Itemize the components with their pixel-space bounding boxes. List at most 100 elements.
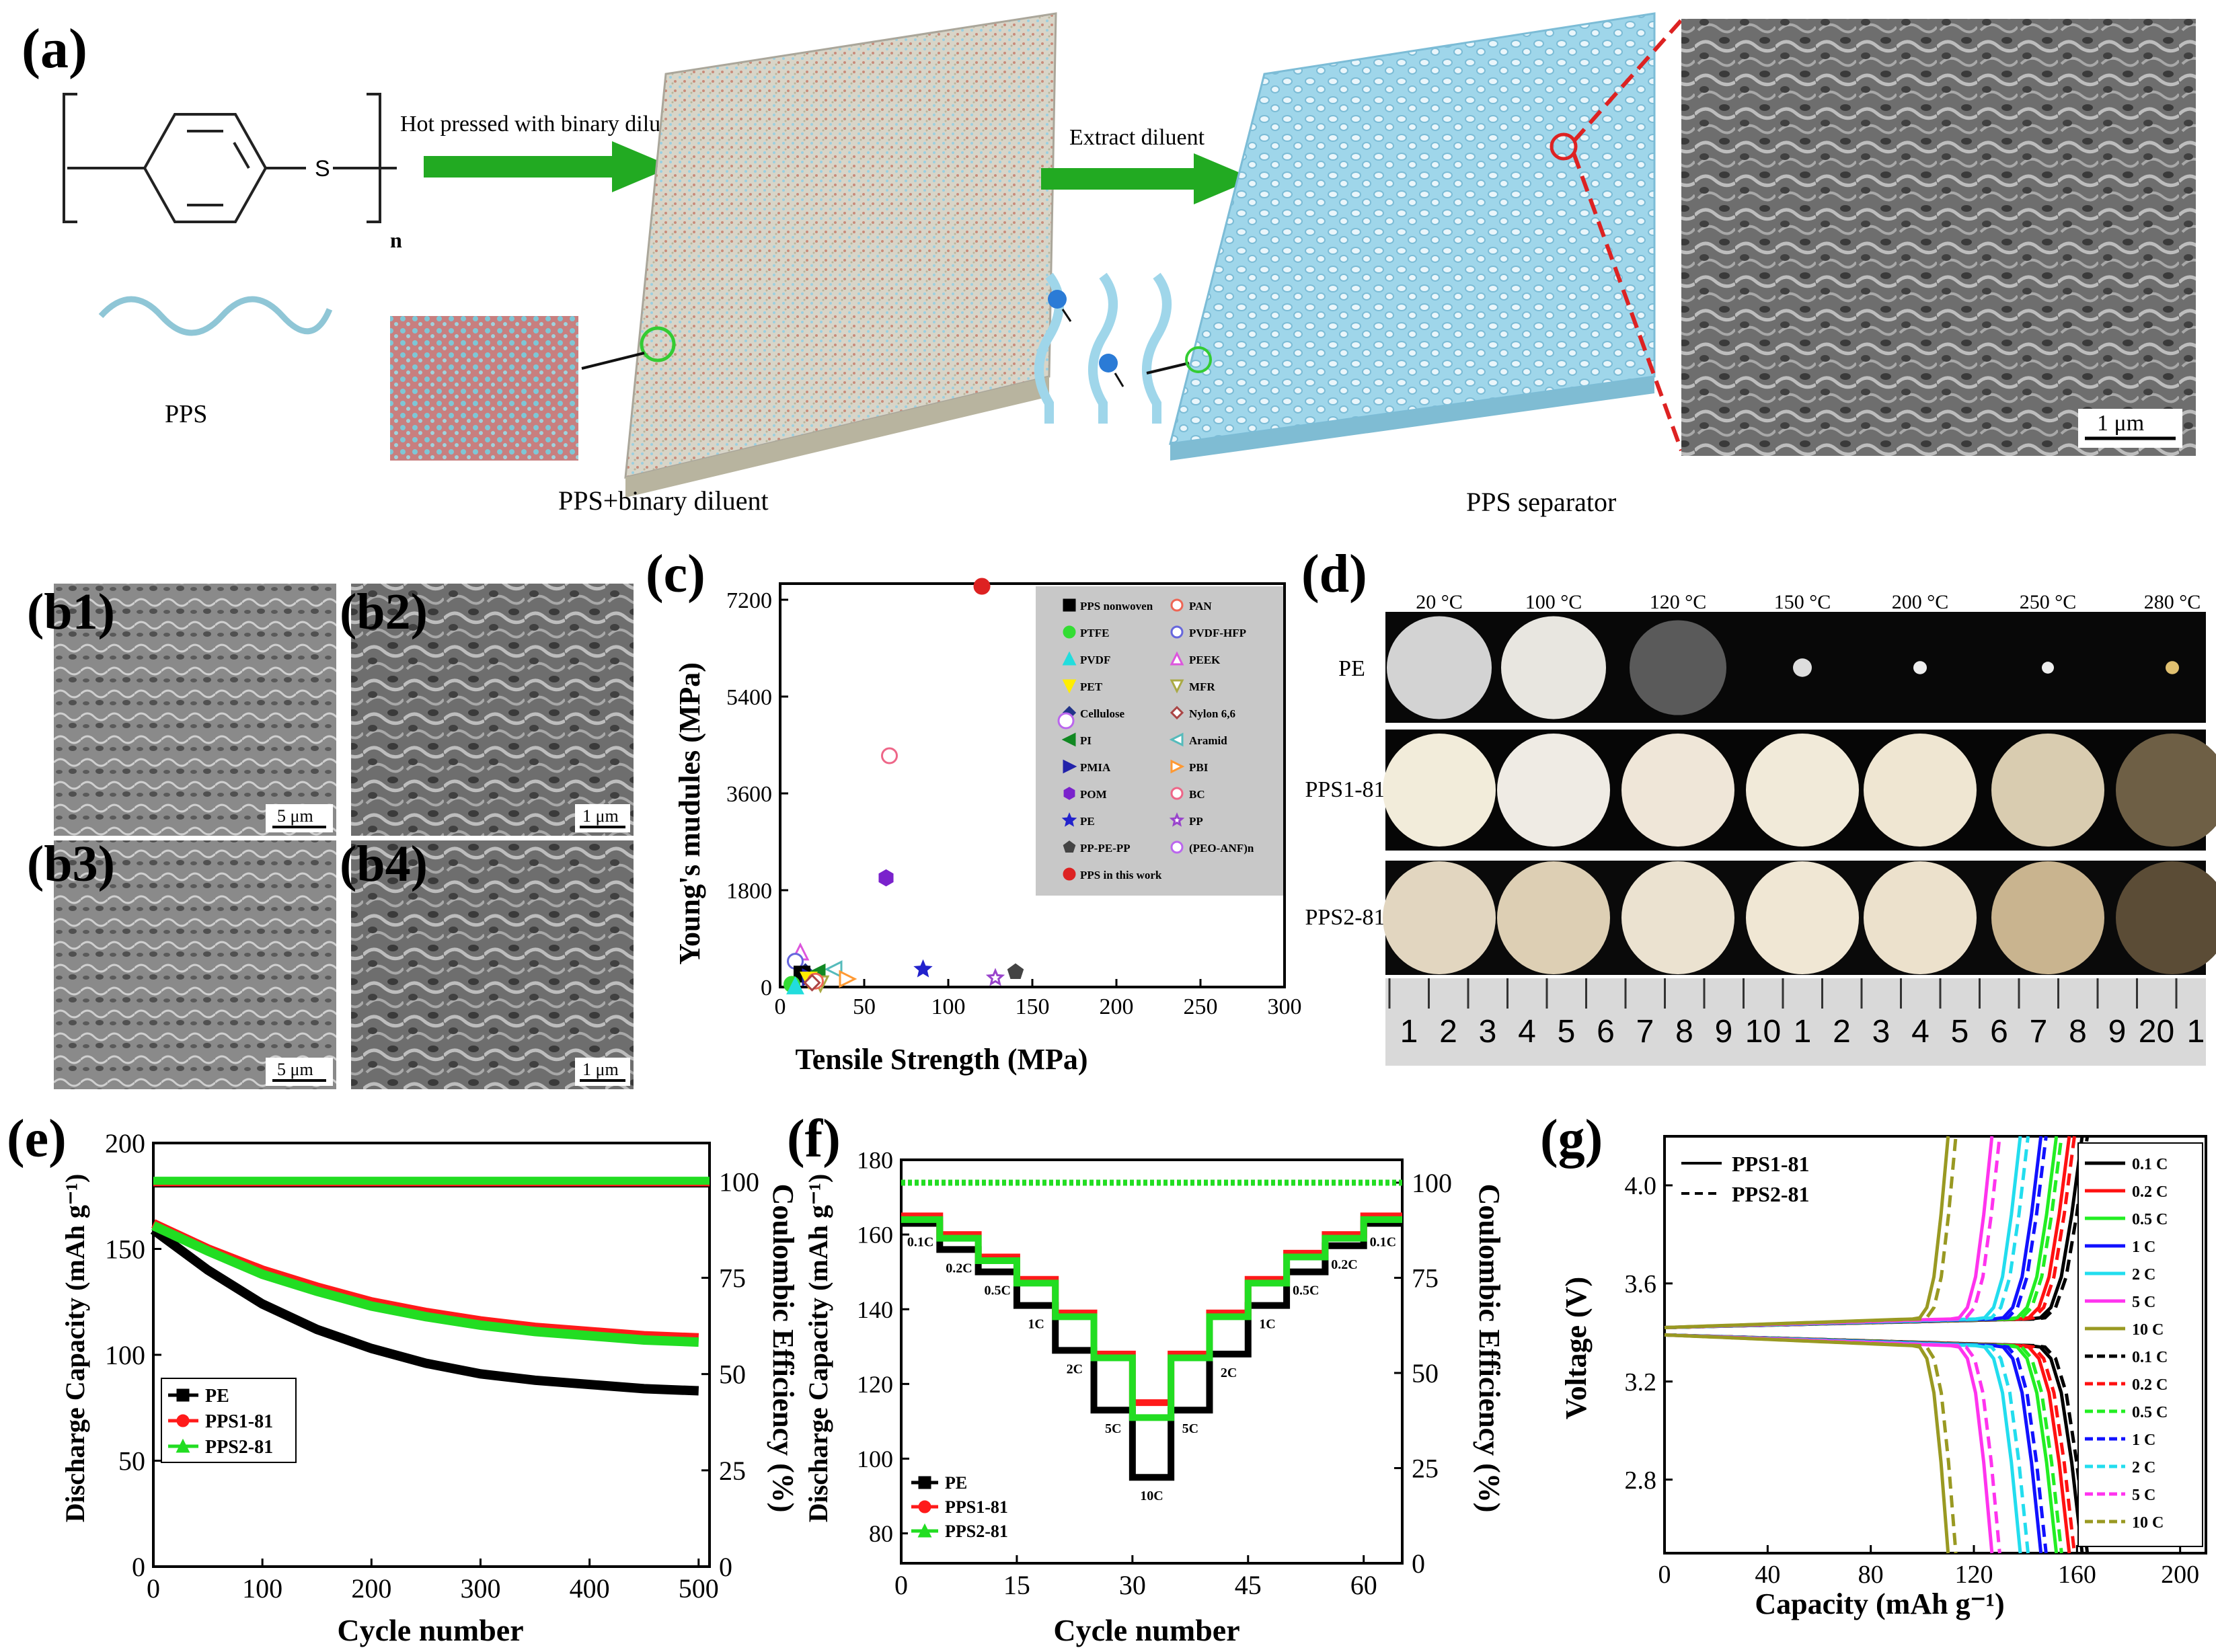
scale-b4: 1 μm (582, 1060, 619, 1079)
sem-b3 (54, 840, 336, 1089)
legend-label: 2 C (2132, 1266, 2155, 1284)
ruler-number: 2 (1439, 1014, 1457, 1050)
arrow-right-icon (1041, 153, 1254, 204)
repeat-n: n (390, 228, 402, 252)
zoom-arrow (581, 352, 645, 370)
scale-label: 1 μm (2097, 411, 2144, 436)
x-tick-label: 60 (1350, 1570, 1377, 1600)
ruler-number: 5 (1951, 1014, 1969, 1050)
pps1-disc (1864, 734, 1977, 847)
legend-marker (1169, 812, 1185, 827)
pps2-disc (2116, 861, 2216, 974)
data-point (913, 959, 933, 978)
sem-zoom-circle (1550, 132, 1578, 161)
pps1-disc (1991, 734, 2104, 847)
ruler-number: 4 (1518, 1014, 1536, 1050)
legend-label: PVDF (1080, 654, 1110, 666)
legend-label: PPS2-81 (205, 1437, 273, 1458)
zoom-line (1572, 152, 1683, 452)
y-tick-label: 100 (1412, 1168, 1452, 1198)
legend-label: 0.2 C (2132, 1183, 2168, 1201)
pore-zoom (1034, 272, 1190, 424)
pps1-disc (1746, 734, 1859, 847)
plot-frame (900, 1158, 1404, 1565)
y-tick-label: 100 (105, 1340, 145, 1370)
pps2-disc (1621, 861, 1734, 974)
capacity-steps (901, 1216, 1402, 1421)
legend-label: 5 C (2132, 1487, 2155, 1504)
data-point (985, 968, 1005, 986)
legend-label: BC (1189, 788, 1205, 801)
legend-marker (1063, 840, 1076, 853)
charge-curve (1664, 1136, 2001, 1329)
rate-label: 0.2C (1331, 1257, 1357, 1272)
y-tick-label: 80 (869, 1520, 893, 1547)
rate-label: 1C (1259, 1317, 1275, 1332)
rate-label: 2C (1067, 1362, 1083, 1376)
legend-label: Cellulose (1080, 707, 1125, 720)
panel-e-label: (e) (7, 1109, 67, 1169)
temp-label: 120 °C (1650, 591, 1707, 613)
legend-label: PE (1080, 815, 1095, 828)
f-y2label: Coulombic Efficiency (%) (1473, 1184, 1506, 1513)
legend-label: 10 C (2132, 1321, 2164, 1339)
scale-bar-bg (2078, 409, 2182, 448)
legend-label: MFR (1189, 680, 1215, 693)
panel-a: (a) S n PPS Hot pressed with binary dilu… (22, 12, 2196, 517)
c-xlabel: Tensile Strength (MPa) (795, 1043, 1087, 1076)
e-xlabel: Cycle number (337, 1613, 523, 1647)
legend-label: POM (1080, 788, 1107, 801)
y-tick-label: 25 (719, 1456, 746, 1486)
y-tick-label: 0 (1412, 1548, 1425, 1579)
temp-label: 20 °C (1416, 591, 1463, 613)
data-point (1057, 712, 1075, 730)
y-tick-label: 100 (719, 1167, 759, 1197)
rate-label: 2C (1221, 1366, 1237, 1380)
x-tick-label: 120 (1955, 1561, 1993, 1589)
charge-curve (1664, 1136, 2030, 1329)
label-b1: (b1) (27, 584, 115, 640)
y-tick-label: 5400 (726, 685, 772, 710)
y-tick-label: 50 (118, 1446, 145, 1477)
y-tick-label: 50 (719, 1360, 746, 1390)
x-tick-label: 150 (1016, 994, 1050, 1019)
legend-marker (1170, 679, 1184, 694)
discharge-curve (1664, 1333, 2022, 1554)
rate-label: 5C (1105, 1421, 1121, 1436)
panel-c-label: (c) (646, 545, 705, 604)
ruler-number: 9 (2108, 1014, 2127, 1050)
x-tick-label: 200 (351, 1573, 391, 1604)
x-tick-label: 100 (931, 994, 966, 1019)
temp-label: 100 °C (1525, 591, 1582, 613)
data-point (839, 970, 857, 988)
rate-label: 0.1C (1370, 1234, 1396, 1249)
pps2-disc (1991, 861, 2104, 974)
rate-label: 5C (1182, 1421, 1198, 1436)
pps-label: PPS (165, 400, 207, 428)
capacity-line (150, 1226, 699, 1396)
x-tick-label: 0 (1658, 1561, 1671, 1589)
data-point (1007, 963, 1024, 979)
separator-slab-edge (1170, 377, 1654, 461)
row-label-pps1: PPS1-81 (1305, 777, 1385, 802)
sem-b1 (54, 584, 336, 836)
y-tick-label: 4.0 (1625, 1172, 1657, 1200)
separator-label: PPS separator (1466, 487, 1616, 517)
pps1-disc (1621, 734, 1734, 847)
legend-label: PP (1189, 815, 1203, 828)
legend-marker (918, 1500, 931, 1513)
c-plot: 0 50 100 150 200 250 300 0 1800 3600 5400 7200 PPS n… (726, 578, 1302, 1019)
panel-f-label: (f) (787, 1109, 841, 1169)
legend-label: PVDF-HFP (1189, 627, 1246, 639)
legend-marker (1170, 759, 1185, 774)
legend-label: PET (1080, 680, 1103, 693)
x-tick-label: 200 (1100, 994, 1134, 1019)
data-point (824, 960, 843, 979)
g-xlabel: Capacity (mAh g⁻¹) (1755, 1587, 2004, 1620)
panel-c: (c) Tensile Strength (MPa) Young's mudul… (646, 545, 1302, 1076)
charge-curve (1664, 1136, 2076, 1329)
e-ylabel: Discharge Capacity (mAh g⁻¹) (60, 1174, 90, 1523)
legend-marker (176, 1438, 190, 1453)
y-tick-label: 2.8 (1625, 1466, 1657, 1495)
data-point (881, 747, 898, 764)
